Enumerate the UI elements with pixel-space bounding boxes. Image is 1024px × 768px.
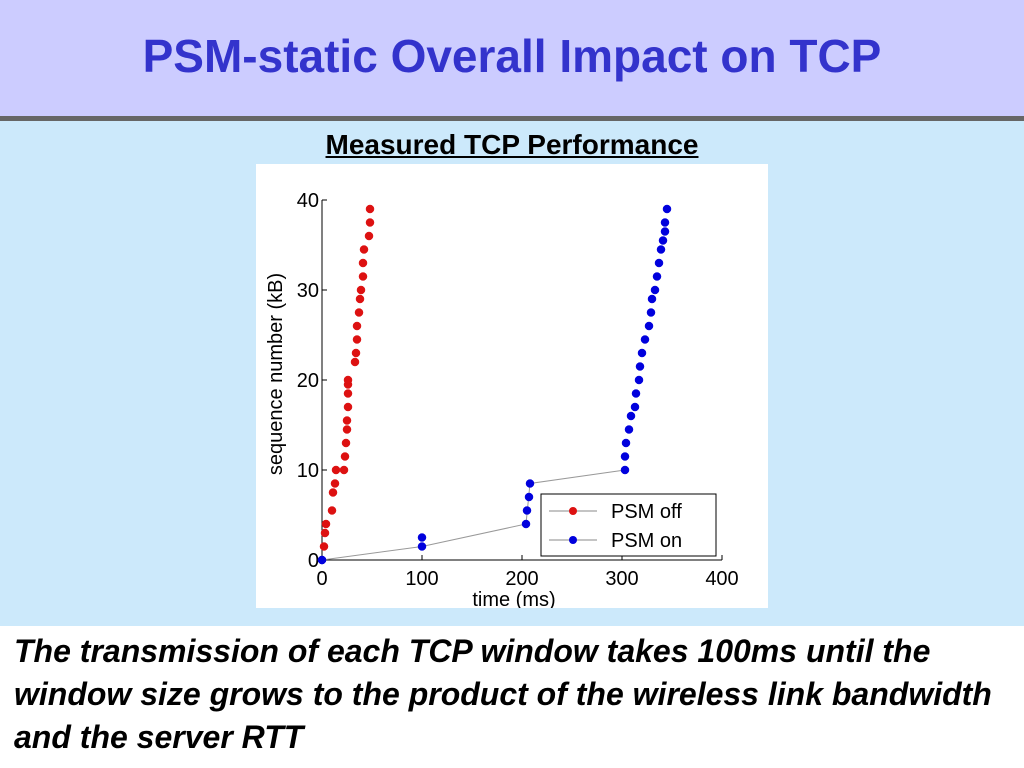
psm-off-point	[352, 321, 362, 331]
psm-off-point	[327, 506, 337, 515]
psm-off-point	[365, 204, 375, 214]
psm-on-point	[660, 227, 670, 236]
legend-marker-psm-on	[569, 536, 577, 544]
psm-off-point	[320, 528, 330, 538]
psm-off-point	[330, 479, 340, 488]
caption: The transmission of each TCP window take…	[14, 633, 992, 755]
x-axis-label: time (ms)	[472, 589, 555, 608]
psm-on-point	[660, 218, 670, 227]
psm-on-point	[521, 519, 531, 529]
psm-off-point	[343, 389, 353, 398]
psm-off-point	[342, 416, 352, 425]
psm-on-point	[621, 438, 631, 448]
psm-on-point	[624, 425, 634, 434]
psm-on-point	[626, 411, 636, 421]
chart-heading-wrapper: Measured TCP Performance	[0, 128, 1024, 162]
psm-off-point	[339, 465, 349, 475]
legend-box	[540, 493, 717, 557]
slide-title: PSM-static Overall Impact on TCP	[142, 30, 882, 82]
psm-off-point	[359, 245, 369, 254]
psm-on-point	[662, 204, 672, 214]
psm-on-point	[637, 348, 647, 358]
x-tick-label: 300	[605, 568, 638, 590]
x-tick-label: 0	[316, 568, 327, 590]
psm-on-point	[524, 492, 534, 502]
psm-off-point	[364, 231, 374, 241]
psm-on-point	[522, 506, 532, 515]
psm-on-point	[647, 294, 657, 304]
legend-label-psm-on: PSM on	[611, 530, 682, 552]
x-tick-label: 400	[705, 568, 738, 590]
psm-on-point	[646, 308, 656, 317]
y-tick-label: 30	[297, 280, 319, 302]
psm-on-point	[630, 402, 640, 412]
psm-off-point	[356, 285, 366, 295]
psm-on-point	[417, 542, 427, 551]
psm-off-point	[321, 519, 331, 529]
psm-off-point	[350, 357, 360, 367]
chart-heading: Measured TCP Performance	[325, 129, 699, 160]
psm-off-point	[340, 452, 350, 461]
legend-marker-psm-off	[569, 507, 577, 515]
psm-on-point	[650, 285, 660, 295]
title-bar	[0, 0, 1024, 116]
psm-off-point	[328, 488, 338, 497]
psm-off-point	[365, 218, 375, 227]
psm-on-point	[317, 555, 327, 565]
psm-off-point	[358, 272, 368, 281]
psm-on-point	[654, 258, 664, 268]
psm-off-point	[352, 335, 362, 344]
psm-on-point	[631, 389, 641, 398]
psm-off-point	[355, 294, 365, 304]
x-tick-label: 100	[405, 568, 438, 590]
psm-off-point	[354, 308, 364, 317]
y-tick-label: 10	[297, 460, 319, 482]
psm-on-point	[620, 465, 630, 475]
psm-off-point	[331, 465, 341, 475]
psm-off-point	[358, 258, 368, 268]
psm-on-point	[635, 362, 645, 371]
y-tick-label: 20	[297, 370, 319, 392]
psm-off-point	[351, 348, 361, 358]
y-tick-label: 0	[308, 550, 319, 572]
psm-on-point	[525, 479, 535, 488]
chart-panel: 0 100 200 300 400 0 10 20 30 40 time (ms) sequence …	[256, 164, 768, 608]
psm-on-point	[620, 452, 630, 461]
y-axis-label: sequence number (kB)	[265, 273, 287, 475]
psm-on-point	[656, 245, 666, 254]
psm-off-point	[319, 542, 329, 551]
x-tick-label: 200	[505, 568, 538, 590]
psm-on-point	[658, 236, 668, 245]
psm-off-point	[341, 438, 351, 448]
scatter-chart: 0 100 200 300 400 0 10 20 30 40 time (ms) sequence …	[265, 190, 739, 608]
psm-on-point	[417, 533, 427, 542]
psm-on-point	[634, 375, 644, 385]
legend-label-psm-off: PSM off	[611, 501, 682, 523]
title-divider	[0, 116, 1024, 121]
psm-on-point	[644, 321, 654, 331]
psm-off-point	[343, 402, 353, 412]
y-tick-label: 40	[297, 190, 319, 212]
psm-on-point	[640, 335, 650, 344]
psm-off-point	[342, 425, 352, 434]
psm-on-point	[652, 272, 662, 281]
psm-off-point	[343, 375, 353, 385]
